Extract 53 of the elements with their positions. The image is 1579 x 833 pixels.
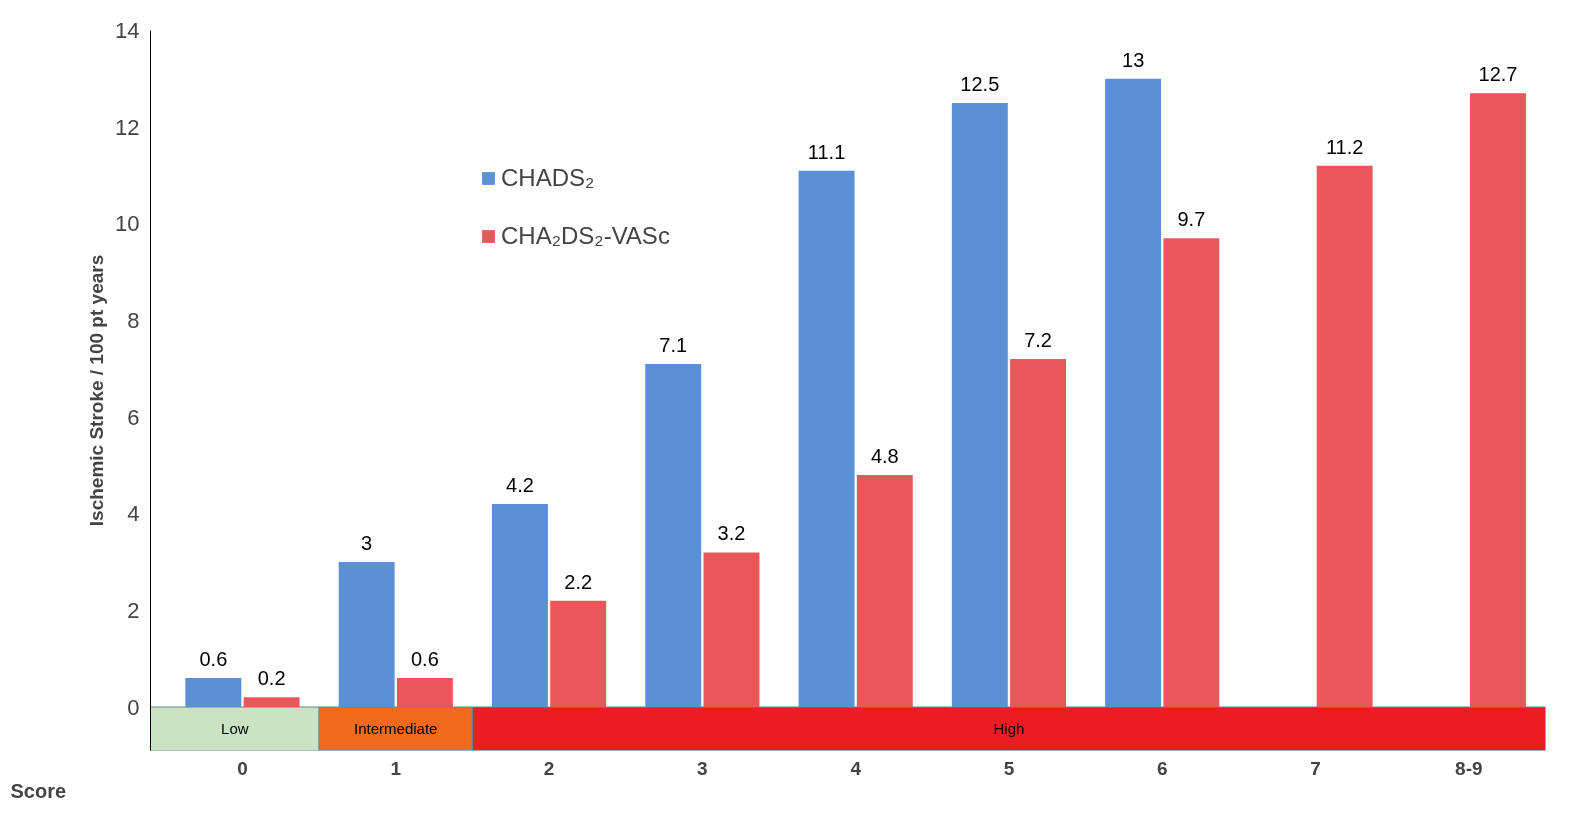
data-label: 11.2: [1325, 135, 1364, 158]
legend-label: CHA₂DS₂-VASc: [501, 222, 670, 250]
data-label: 3.2: [717, 522, 746, 545]
y-axis-title: Ischemic Stroke / 100 pt years: [86, 254, 108, 527]
x-tick-label: 5: [1003, 757, 1015, 779]
bar: [798, 170, 855, 708]
data-label: 12.7: [1478, 63, 1518, 86]
y-tick-label: 4: [127, 501, 140, 527]
bar: [1470, 93, 1526, 708]
data-label: 7.2: [1024, 329, 1052, 352]
data-label: 2.2: [564, 570, 593, 593]
x-tick-label: 6: [1156, 757, 1168, 779]
x-tick-label: 1: [390, 757, 402, 779]
x-tick-label: 7: [1310, 757, 1321, 779]
bar: [1316, 165, 1373, 708]
bar: [243, 697, 300, 708]
y-tick-label: 8: [127, 307, 140, 333]
band-label: High: [993, 720, 1025, 738]
data-label: 11.1: [807, 140, 846, 163]
y-tick-label: 6: [127, 404, 140, 430]
x-tick-label: 2: [543, 757, 555, 779]
data-label: 0.6: [411, 647, 439, 670]
data-label: 0.6: [199, 647, 228, 670]
data-label: 0.2: [257, 667, 286, 690]
bar: [550, 600, 607, 708]
data-label: 3: [361, 531, 373, 554]
data-label: 13: [1122, 48, 1145, 71]
y-tick-label: 0: [127, 694, 140, 720]
data-label: 4.2: [506, 473, 534, 496]
bar: [491, 504, 548, 708]
x-axis-title: Score: [10, 779, 67, 802]
bar: [856, 475, 913, 708]
y-tick-label: 10: [115, 211, 140, 237]
y-tick-label: 2: [127, 597, 140, 623]
bar: [1105, 78, 1162, 708]
x-tick-label: 0: [237, 757, 248, 779]
data-label: 12.5: [960, 72, 1000, 95]
bar: [951, 102, 1008, 708]
y-tick-label: 12: [115, 114, 140, 140]
bar: [1010, 359, 1067, 708]
bar: [703, 552, 760, 708]
data-label: 7.1: [659, 333, 688, 356]
x-tick-label: 8-9: [1455, 757, 1483, 779]
legend-label: CHADS₂: [501, 164, 595, 192]
bar: [645, 363, 702, 708]
x-tick-label: 4: [850, 757, 862, 779]
band-label: Low: [221, 720, 249, 738]
data-label: 9.7: [1177, 208, 1206, 231]
x-tick-label: 3: [697, 757, 708, 779]
data-label: 4.8: [870, 444, 899, 467]
bar: [1163, 238, 1220, 708]
y-tick-label: 14: [115, 18, 140, 43]
band-label: Intermediate: [354, 720, 438, 738]
